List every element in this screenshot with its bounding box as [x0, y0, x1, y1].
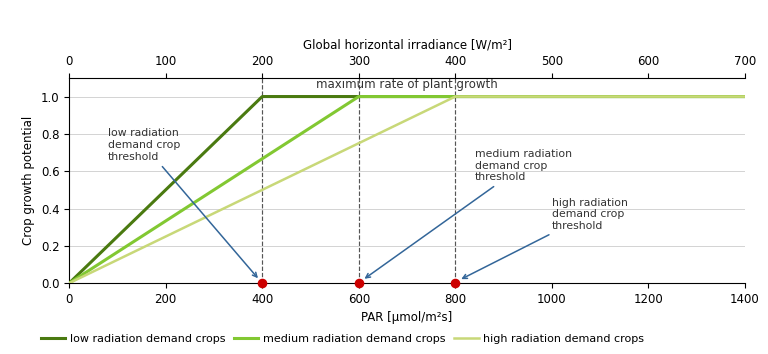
Text: medium radiation
demand crop
threshold: medium radiation demand crop threshold	[366, 149, 571, 278]
Text: high radiation
demand crop
threshold: high radiation demand crop threshold	[462, 198, 627, 278]
X-axis label: Global horizontal irradiance [W/m²]: Global horizontal irradiance [W/m²]	[303, 38, 511, 51]
Text: maximum rate of plant growth: maximum rate of plant growth	[316, 78, 498, 91]
X-axis label: PAR [μmol/m²s]: PAR [μmol/m²s]	[362, 312, 452, 325]
Y-axis label: Crop growth potential: Crop growth potential	[22, 116, 35, 245]
Point	[256, 280, 268, 286]
Text: low radiation
demand crop
threshold: low radiation demand crop threshold	[108, 129, 257, 277]
Point	[449, 280, 462, 286]
Point	[353, 280, 365, 286]
Legend: low radiation demand crops, medium radiation demand crops, high radiation demand: low radiation demand crops, medium radia…	[36, 330, 649, 348]
